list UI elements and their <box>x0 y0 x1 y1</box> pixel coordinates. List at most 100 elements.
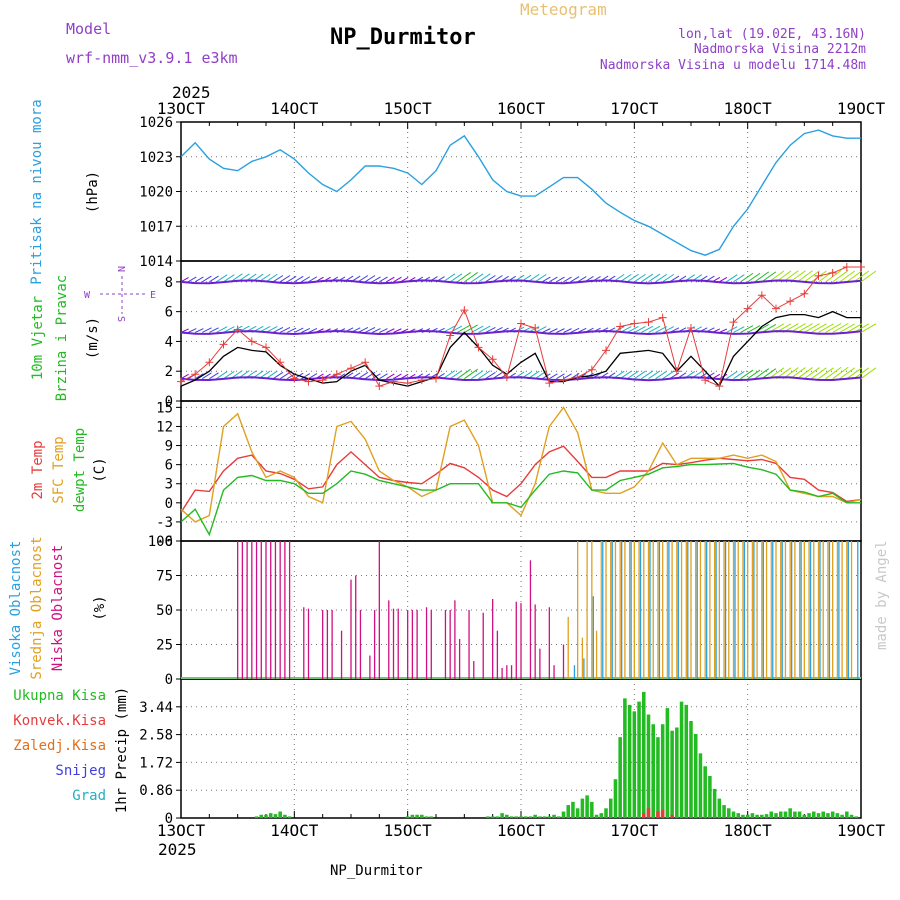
wind-gust-marker <box>602 346 610 355</box>
y-tick-label: 3.44 <box>139 700 173 716</box>
precip-bar <box>769 811 774 818</box>
wind-barb <box>796 367 813 380</box>
station-title: NP_Durmitor <box>330 25 476 50</box>
wind-barb <box>825 270 842 283</box>
precip-bar <box>420 814 424 818</box>
precip-bar <box>793 811 797 818</box>
y-tick-label: 0 <box>165 811 173 827</box>
precip-bar <box>627 704 632 818</box>
wind-level-line <box>180 279 862 285</box>
precip-bar <box>618 737 622 818</box>
y-tick-label: 50 <box>156 603 173 619</box>
precip-bar <box>703 766 707 818</box>
wind-barb <box>726 371 738 380</box>
wind-barb <box>719 328 728 333</box>
y-tick-label: 6 <box>165 305 173 321</box>
precip-bar <box>264 814 268 818</box>
legend-temp-sfc: SFC Temp <box>51 436 67 503</box>
wind-barb <box>485 371 496 380</box>
time-label-bottom: 16OCT <box>497 821 546 840</box>
y-tick-label: 25 <box>156 638 173 654</box>
wind-barb <box>223 371 235 380</box>
wind-barb <box>832 322 849 333</box>
wind-barb <box>846 270 863 283</box>
precip-bar <box>594 814 599 818</box>
precip-bar <box>670 814 674 818</box>
wind-barb <box>740 272 754 283</box>
precip-bar <box>283 814 287 818</box>
wind-barb <box>386 373 395 380</box>
time-label-top: 15OCT <box>384 99 433 118</box>
wind-rose-e: E <box>150 290 156 301</box>
wind-gust-marker <box>587 365 596 374</box>
precip-bar <box>254 816 259 818</box>
precip-bar <box>429 816 434 818</box>
precip-bar <box>642 691 646 818</box>
wind-barb <box>726 274 738 283</box>
wind-barb <box>648 273 661 283</box>
time-label-top: 16OCT <box>497 99 546 118</box>
wind-gust-marker <box>375 382 384 391</box>
wind-barb <box>442 273 456 283</box>
time-label-top: 13OCT <box>157 99 206 118</box>
wind-barb <box>187 328 197 333</box>
y-tick-label: 1020 <box>139 185 173 201</box>
wind-gust-marker <box>743 304 752 313</box>
wind-barb <box>308 327 318 333</box>
y-tick-label: -6 <box>156 534 173 550</box>
legend-wind-2: Brzina i Pravac <box>54 275 70 401</box>
precip-bar <box>797 811 802 818</box>
wind-barb <box>570 327 580 333</box>
wind-barb <box>804 367 820 380</box>
legend-cloud-unit: (%) <box>92 595 108 620</box>
precip-bar <box>608 798 613 818</box>
wind-gust-marker <box>814 271 823 280</box>
wind-barb <box>301 327 311 333</box>
precip-bar <box>816 813 821 818</box>
precip-bar <box>552 814 556 818</box>
wind-barb <box>471 273 484 283</box>
credit-text: made by Angel <box>874 540 890 650</box>
wind-barb <box>634 325 646 333</box>
wind-barb <box>194 276 204 283</box>
precip-bar <box>760 814 764 818</box>
precip-bar <box>835 813 840 818</box>
temp-line-0 <box>180 445 862 513</box>
precip-bar <box>547 816 552 818</box>
precip-bar <box>689 721 693 818</box>
precip-bar <box>736 813 740 818</box>
wind-gust-marker <box>857 262 865 271</box>
precip-bar <box>651 724 655 818</box>
panel-1: 1026 1023 1020 1017 1014 <box>139 115 862 270</box>
wind-level-line <box>180 376 862 382</box>
precip-bar <box>490 816 495 818</box>
wind-barb <box>457 324 471 333</box>
wind-barb <box>449 273 463 283</box>
wind-gust-marker <box>672 367 681 376</box>
wind-barb <box>386 276 395 283</box>
wind-gust-marker <box>262 343 270 352</box>
time-label-top: 18OCT <box>724 99 773 118</box>
wind-gust-marker <box>177 377 185 386</box>
precip-bar <box>717 798 722 818</box>
legend-wind-1: 10m Vjetar <box>30 296 46 380</box>
wind-barb <box>570 276 580 283</box>
wind-barb <box>357 371 369 380</box>
wind-barb <box>733 326 745 333</box>
wind-barb <box>485 275 496 283</box>
legend-pressure-unit: (hPa) <box>85 171 101 213</box>
precip-bar <box>514 816 519 818</box>
wind-barb <box>541 276 551 283</box>
wind-gust-marker <box>842 262 851 271</box>
time-label-top: 14OCT <box>270 99 319 118</box>
precip-bar <box>712 788 717 818</box>
wind-barb <box>471 325 484 333</box>
wind-barb <box>272 371 284 380</box>
wind-barb <box>279 275 291 283</box>
precip-bar <box>287 816 292 818</box>
precip-bar <box>802 814 807 818</box>
wind-barb <box>811 323 827 333</box>
y-tick-label: 1023 <box>139 150 173 166</box>
wind-barb <box>456 272 471 283</box>
